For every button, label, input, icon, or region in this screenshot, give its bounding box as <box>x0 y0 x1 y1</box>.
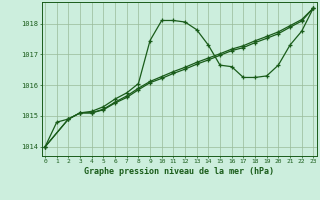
X-axis label: Graphe pression niveau de la mer (hPa): Graphe pression niveau de la mer (hPa) <box>84 167 274 176</box>
